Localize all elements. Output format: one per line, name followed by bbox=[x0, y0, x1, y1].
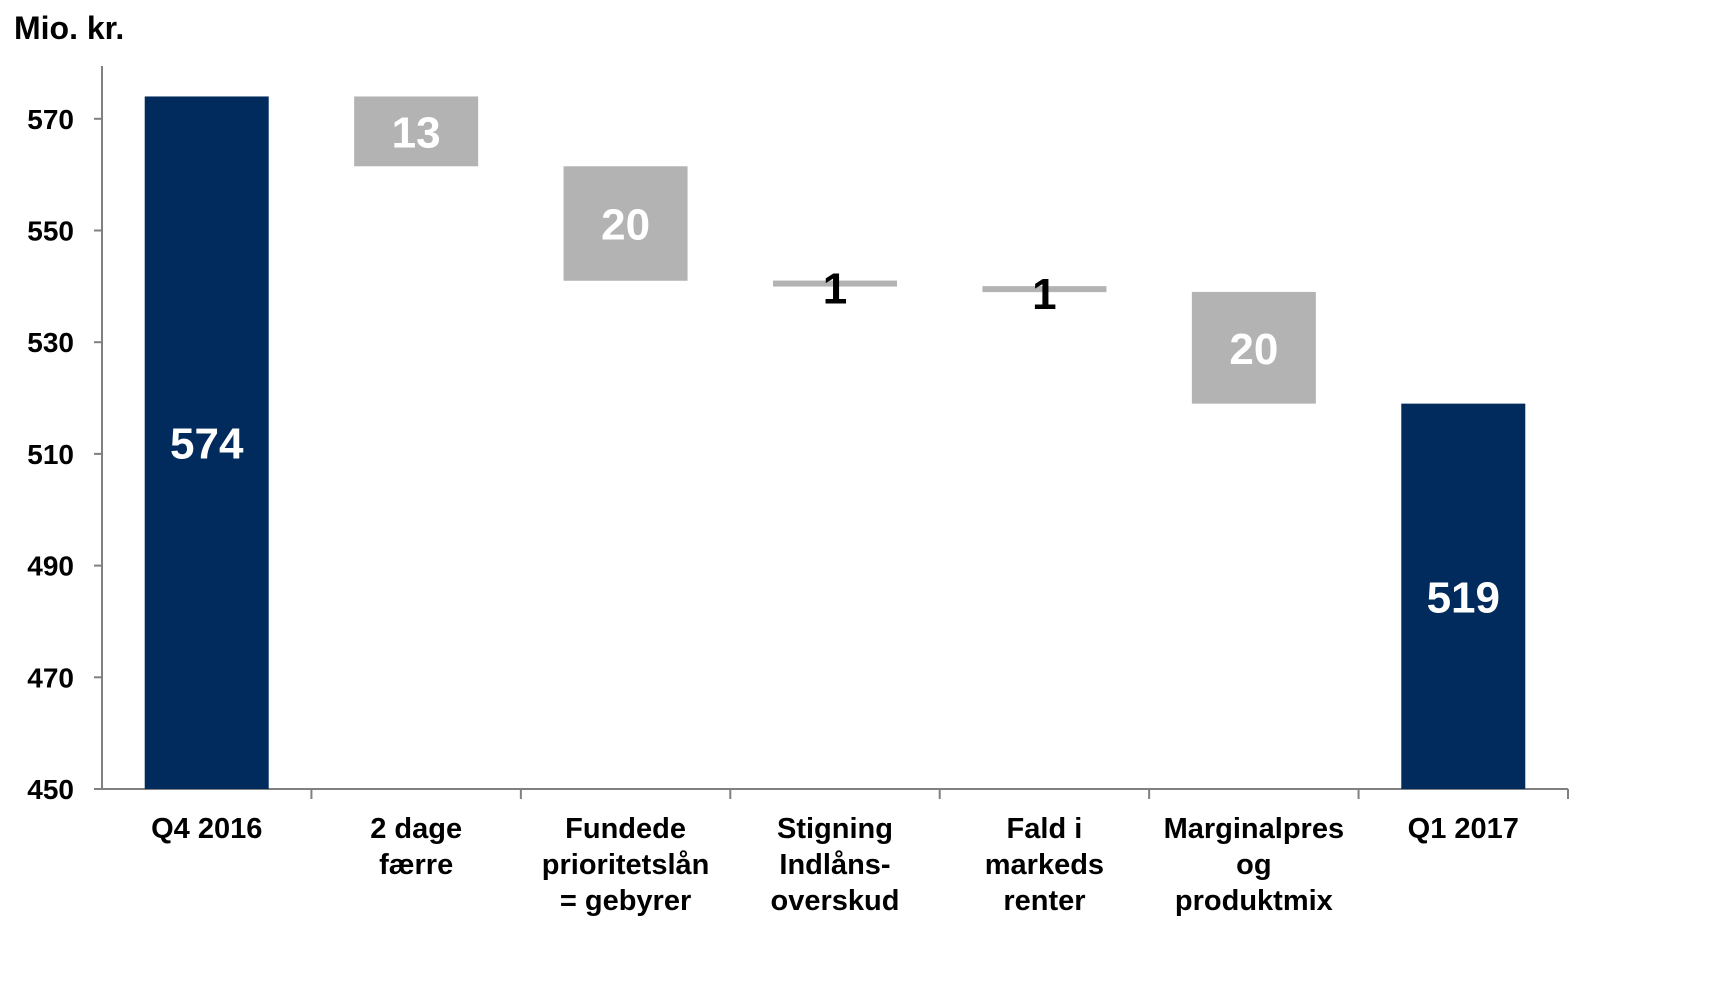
x-tick-label: Fald i markeds renter bbox=[985, 813, 1104, 917]
total-bar bbox=[1401, 403, 1526, 789]
y-tick-label: 530 bbox=[27, 327, 74, 358]
data-label: 1 bbox=[1032, 270, 1056, 319]
data-labels: 574 13 20 1 1 20 519 bbox=[170, 108, 1500, 622]
x-tick-label: 2 dage færre bbox=[370, 813, 462, 881]
x-tick-label: Q1 2017 bbox=[1408, 813, 1519, 845]
y-tick-label: 450 bbox=[27, 774, 74, 805]
y-axis-unit-label: Mio. kr. bbox=[14, 10, 125, 46]
total-bar bbox=[144, 96, 269, 789]
x-tick-label: Stigning Indlåns-overskud bbox=[771, 813, 900, 917]
change-bar bbox=[354, 96, 479, 167]
data-label: 20 bbox=[601, 201, 650, 250]
data-label: 574 bbox=[170, 420, 244, 469]
y-tick-label: 510 bbox=[27, 439, 74, 470]
change-bar bbox=[563, 166, 688, 281]
x-tick-label: Fundede prioritetslån = gebyrer bbox=[542, 813, 710, 917]
axes: 450 470 490 510 530 550 570 bbox=[27, 66, 1569, 805]
y-tick-label: 470 bbox=[27, 662, 74, 693]
y-tick-label: 570 bbox=[27, 104, 74, 135]
change-bar bbox=[1191, 291, 1316, 404]
data-label: 20 bbox=[1229, 325, 1278, 374]
change-bar bbox=[982, 286, 1107, 293]
bars bbox=[144, 96, 1526, 789]
data-label: 1 bbox=[823, 265, 847, 314]
data-label: 519 bbox=[1427, 573, 1500, 622]
data-label: 13 bbox=[392, 108, 441, 157]
y-tick-label: 490 bbox=[27, 551, 74, 582]
x-tick-label: Marginalpres og produktmix bbox=[1164, 813, 1345, 917]
y-tick-label: 550 bbox=[27, 216, 74, 247]
x-tick-labels: Q4 2016 2 dage færre Fundede prioritetslån = … bbox=[151, 813, 1519, 917]
x-tick-label: Q4 2016 bbox=[151, 813, 262, 845]
change-bar bbox=[773, 280, 897, 287]
